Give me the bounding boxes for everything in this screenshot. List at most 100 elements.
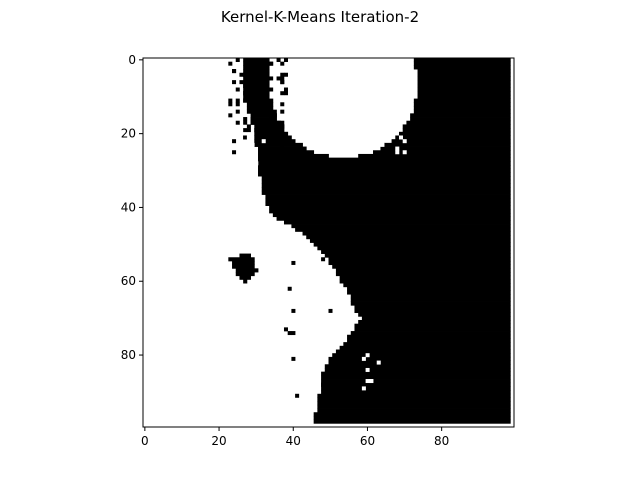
speckle-point — [235, 58, 240, 62]
heatmap-cell-run — [328, 260, 511, 266]
speckle-point — [398, 135, 403, 140]
heatmap-cell-run — [321, 386, 511, 391]
heatmap-cell-run — [313, 415, 511, 421]
speckle-point — [402, 139, 407, 144]
speckle-point — [254, 161, 259, 166]
heatmap-cell-run — [417, 76, 511, 81]
speckle-point — [321, 382, 326, 387]
speckle-point — [287, 331, 292, 336]
speckle-point — [369, 379, 374, 384]
plot-border — [142, 57, 515, 428]
speckle-point — [291, 260, 296, 265]
heatmap-cell-run — [380, 146, 511, 151]
heatmap-cell-run — [246, 105, 274, 111]
speckle-point — [384, 109, 389, 114]
speckle-point — [280, 72, 285, 77]
heatmap-cell-run — [258, 157, 511, 162]
speckle-point — [395, 69, 400, 74]
speckle-point — [261, 139, 266, 144]
heatmap-cell-run — [417, 87, 511, 92]
speckle-point — [380, 98, 385, 103]
speckle-point — [395, 146, 400, 151]
heatmap-cell-run — [291, 224, 511, 229]
heatmap-cell-run — [313, 242, 511, 247]
heatmap-cell-run — [243, 98, 274, 103]
speckle-point — [280, 153, 285, 158]
heatmap-cell-run — [410, 113, 511, 118]
speckle-point — [384, 124, 389, 129]
heatmap-cell-run — [258, 146, 307, 151]
heatmap-cell-run — [317, 246, 511, 251]
speckle-point — [280, 150, 285, 155]
speckle-point — [272, 128, 277, 133]
speckle-point — [235, 98, 240, 103]
speckle-point — [291, 308, 296, 313]
heatmap-cell-run — [269, 209, 511, 214]
heatmap-cell-run — [232, 260, 255, 266]
heatmap-cell-run — [258, 165, 511, 170]
speckle-point — [395, 150, 400, 155]
speckle-point — [343, 268, 348, 273]
speckle-point — [243, 120, 248, 125]
speckle-point — [243, 168, 248, 173]
heatmap-cell-run — [347, 290, 511, 295]
speckle-point — [280, 80, 285, 85]
heatmap-cell-run — [265, 194, 511, 199]
heatmap-cell-run — [410, 117, 511, 122]
heatmap-cell-run — [254, 142, 303, 147]
heatmap-cell-run — [373, 150, 511, 155]
speckle-point — [258, 65, 263, 70]
speckle-point — [232, 80, 237, 85]
heatmap-cell-run — [413, 109, 511, 114]
speckle-point — [335, 360, 340, 365]
speckle-point — [406, 83, 411, 88]
heatmap-cell-run — [302, 231, 511, 236]
speckle-point — [250, 120, 255, 125]
speckle-point — [283, 72, 288, 77]
x-tick-label: 40 — [286, 434, 301, 448]
speckle-point — [395, 72, 400, 77]
speckle-point — [228, 61, 233, 66]
speckle-point — [398, 72, 403, 77]
heatmap-cell-run — [232, 264, 255, 269]
x-tick-label: 0 — [141, 434, 149, 448]
speckle-point — [391, 83, 396, 88]
speckle-point — [283, 91, 288, 96]
speckle-point — [398, 61, 403, 66]
heatmap-cell-run — [417, 94, 511, 99]
heatmap-cell-run — [246, 109, 274, 114]
speckle-point — [365, 379, 370, 384]
heatmap-cell-run — [243, 61, 270, 66]
speckle-point — [261, 150, 266, 155]
speckle-point — [402, 150, 407, 155]
speckle-point — [280, 102, 285, 107]
speckle-point — [261, 109, 266, 114]
speckle-point — [283, 150, 288, 155]
heatmap-cells — [228, 58, 511, 424]
heatmap-cell-run — [324, 371, 511, 376]
heatmap-cell-run — [254, 124, 285, 129]
speckle-point — [395, 105, 400, 110]
speckle-point — [228, 113, 233, 118]
speckle-point — [246, 72, 251, 77]
speckle-point — [380, 113, 385, 118]
heatmap-cell-run — [321, 382, 511, 387]
heatmap-cell-run — [261, 183, 511, 188]
speckle-point — [235, 157, 240, 162]
heatmap-cell-run — [250, 120, 281, 125]
speckle-point — [228, 102, 233, 107]
heatmap-cell-run — [313, 419, 511, 424]
chart-title: Kernel-K-Means Iteration-2 — [221, 8, 419, 26]
heatmap-cell-run — [324, 253, 511, 258]
speckle-point — [265, 102, 270, 107]
heatmap-cell-run — [321, 390, 511, 395]
heatmap-cell-run — [413, 65, 511, 70]
heatmap-cell-run — [350, 294, 511, 299]
heatmap-cell-run — [347, 338, 511, 343]
speckle-point — [332, 386, 337, 391]
speckle-point — [235, 109, 240, 114]
speckle-point — [291, 331, 296, 336]
speckle-point — [269, 87, 274, 92]
speckle-point — [261, 102, 266, 107]
heatmap-cell-run — [350, 301, 511, 306]
